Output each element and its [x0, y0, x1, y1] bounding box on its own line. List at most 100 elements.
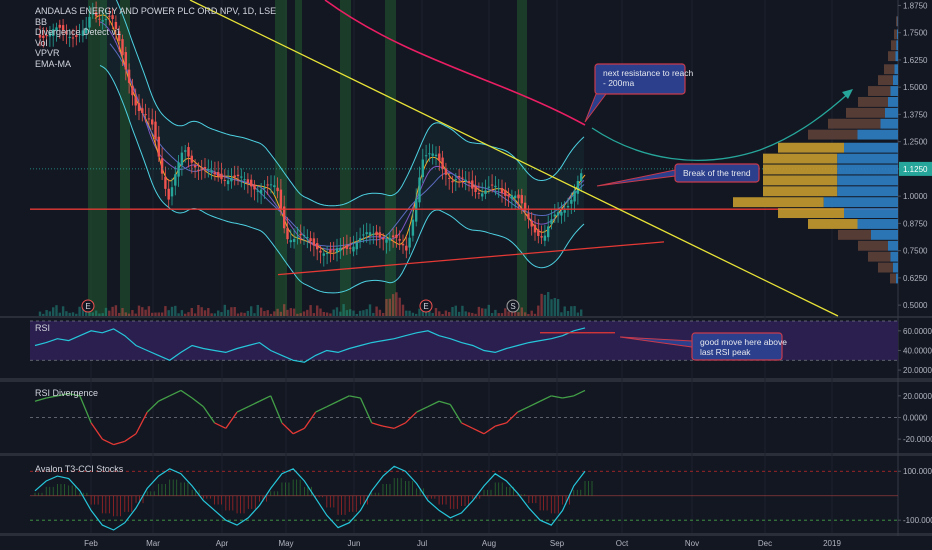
candle-body	[160, 158, 164, 174]
divergence-segment	[202, 406, 216, 424]
candle-body	[306, 237, 309, 239]
divergence-segment	[382, 425, 395, 429]
volume-bar	[184, 313, 187, 316]
volume-bar	[286, 309, 289, 316]
divergence-segment	[337, 395, 350, 402]
volume-bar	[71, 312, 75, 316]
volume-bar	[108, 310, 111, 316]
candle-body	[560, 211, 563, 216]
candle-body	[405, 245, 408, 251]
candle-body	[547, 226, 550, 238]
volume-bar	[134, 313, 137, 316]
vpvr-up-volume	[885, 107, 898, 118]
indicator-tick-label: 0.0000	[903, 414, 928, 423]
indicator-ema-ma[interactable]: EMA-MA	[35, 58, 71, 69]
divergence-segment	[247, 400, 260, 408]
vpvr-down-volume	[808, 219, 858, 229]
candle-body	[424, 155, 428, 157]
vpvr-up-volume	[880, 118, 898, 129]
candle-body	[415, 199, 418, 222]
volume-bar	[550, 299, 553, 316]
date-tick-label: Mar	[146, 539, 160, 548]
volume-bar	[154, 312, 157, 316]
candle-body	[362, 234, 365, 236]
volume-bar	[174, 305, 177, 316]
date-tick-label: Aug	[482, 539, 496, 548]
divergence-segment	[236, 406, 249, 413]
candle-body	[441, 157, 444, 170]
candle-body	[329, 249, 332, 253]
rsi-pane-title[interactable]: RSI	[35, 323, 51, 333]
vpvr-up-volume	[893, 262, 898, 273]
event-marker	[81, 299, 95, 313]
volume-bar	[500, 313, 504, 316]
vpvr-up-volume	[837, 153, 898, 164]
volume-bar	[474, 313, 477, 316]
candle-body	[243, 179, 246, 181]
indicator-bb[interactable]: BB	[35, 16, 48, 27]
cci-pane: 100.0000 -100.0000	[30, 465, 932, 531]
symbol-title[interactable]: ANDALAS ENERGY AND POWER PLC ORD NPV, 1D…	[35, 6, 277, 16]
candle-body	[487, 186, 490, 188]
bollinger-basis	[99, 21, 585, 250]
volume-bar	[210, 313, 213, 316]
candle-body	[104, 19, 108, 21]
price-tick-label: 0.7500	[903, 247, 928, 256]
candle-body	[566, 206, 570, 208]
volume-bar	[451, 306, 454, 316]
volume-bar	[240, 312, 243, 316]
indicator-tick-label: -100.0000	[903, 516, 932, 525]
divergence-segment	[438, 400, 451, 406]
volume-bar	[75, 313, 78, 316]
candle-body	[368, 232, 372, 236]
date-tick-label: 2019	[823, 539, 841, 548]
candle-body	[78, 33, 81, 35]
volume-bar	[289, 308, 292, 316]
volume-bar	[352, 310, 355, 316]
candle-body	[316, 243, 319, 250]
candle-body	[134, 96, 137, 106]
divergence-segment	[427, 400, 440, 408]
vpvr-down-volume	[891, 40, 897, 51]
volume-bar	[325, 312, 329, 316]
volume-bar	[283, 304, 286, 316]
volume-bar	[398, 297, 401, 316]
volume-bar	[375, 306, 378, 316]
vpvr-down-volume	[763, 153, 838, 164]
volume-bar	[573, 306, 576, 316]
volume-bar	[38, 311, 42, 316]
candle-body	[263, 187, 266, 189]
candle-body	[292, 239, 296, 242]
candle-body	[61, 25, 65, 31]
volume-bar	[81, 307, 85, 316]
candle-body	[220, 173, 223, 180]
candle-body	[573, 190, 576, 202]
vpvr-up-volume	[837, 175, 898, 186]
volume-bar	[61, 306, 65, 316]
candle-body	[48, 32, 52, 37]
divergence-pane-title[interactable]: RSI Divergence	[35, 388, 99, 398]
vpvr-up-volume	[895, 51, 898, 62]
volume-bar	[464, 311, 467, 316]
candle-body	[471, 180, 474, 189]
volume-bar	[309, 305, 312, 316]
divergence-segment	[281, 422, 294, 435]
indicator-vol[interactable]: Vol	[35, 37, 48, 48]
candle-body	[279, 189, 283, 210]
cci-pane-title[interactable]: Avalon T3-CCI Stocks	[35, 464, 124, 474]
candle-body	[177, 162, 180, 177]
indicator-vpvr[interactable]: VPVR	[35, 48, 60, 58]
volume-bar	[467, 312, 471, 316]
price-tick-label: 1.8750	[903, 1, 928, 10]
resistance-callout-tail	[584, 93, 607, 123]
candle-body	[98, 18, 101, 20]
indicator-divergence[interactable]: Divergence Detect v1	[35, 27, 122, 37]
candle-body	[349, 247, 352, 249]
candle-body	[193, 165, 197, 168]
candle-body	[504, 189, 507, 196]
candle-body	[302, 235, 306, 237]
candle-body	[273, 185, 276, 188]
candle-body	[68, 36, 71, 38]
candle-body	[553, 214, 556, 217]
